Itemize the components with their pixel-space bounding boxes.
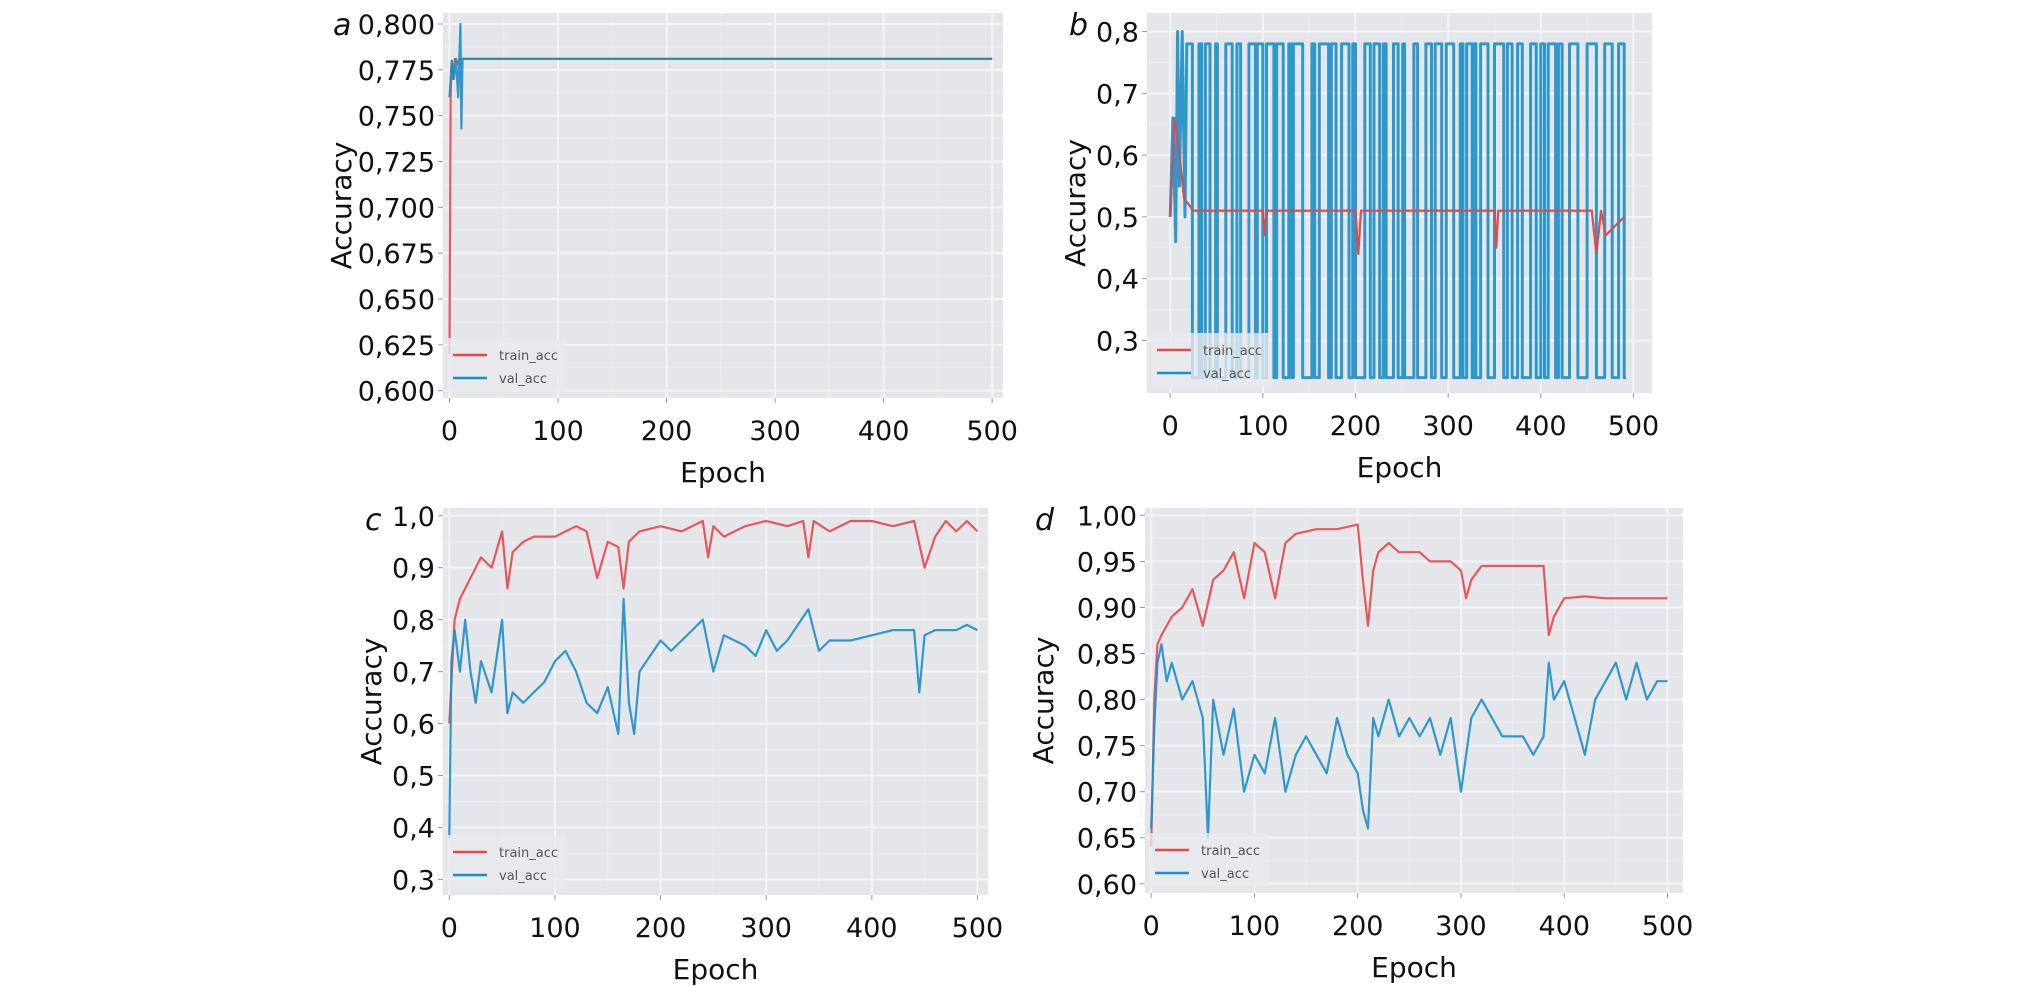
panel-label: b [1069,8,1088,43]
series-line-val_acc [1168,30,1627,380]
y-tick-label: 0,775 [358,56,435,87]
y-tick-label: 0,675 [358,239,435,270]
x-tick-label: 500 [1642,911,1694,942]
y-tick-label: 0,8 [392,606,435,637]
x-tick-label: 200 [641,416,693,447]
y-tick-label: 1,00 [1077,501,1137,532]
legend-box [1151,333,1271,387]
x-axis-label: Epoch [1357,451,1443,484]
plot-background [443,13,1003,398]
x-tick-label: 100 [1237,411,1289,442]
y-tick-label: 0,90 [1077,593,1137,624]
x-tick-label: 400 [1515,411,1567,442]
x-axis-label: Epoch [680,456,766,489]
legend: train_acc val_acc [1149,833,1269,887]
y-tick-label: 0,3 [1096,326,1139,357]
y-tick-label: 0,6 [392,710,435,741]
y-axis-label: Accuracy [1027,637,1060,765]
plot-background [443,508,988,895]
x-tick-label: 200 [635,913,687,944]
y-tick-label: 0,7 [1096,79,1139,110]
chart-panel-a: 0 100 200 300 400 500 0,600 0,625 0,650 0,675 0,70… [325,8,1018,489]
y-axis-label: Accuracy [1059,139,1092,267]
series-line-val_acc [1150,643,1668,839]
x-tick-label: 500 [1608,411,1660,442]
y-tick-label: 0,6 [1096,141,1139,172]
chart-panel-c: 0 100 200 300 400 500 0,3 0,4 0,5 0,6 0,7 0,8 0,9 1,0… [355,502,1003,986]
series-line-val_acc [448,22,993,130]
chart-panel-d: 0 100 200 300 400 500 0,60 0,65 0,70 0,75 0,80 0,85… [1027,501,1693,984]
x-tick-label: 400 [858,416,910,447]
x-tick-label: 0 [441,913,458,944]
y-tick-label: 0,80 [1077,686,1137,717]
x-tick-label: 300 [749,416,801,447]
y-tick-label: 0,4 [1096,265,1139,296]
y-axis-label: Accuracy [355,638,388,766]
x-tick-label: 100 [529,913,581,944]
legend-label: train_acc [499,846,558,861]
y-tick-label: 0,625 [358,331,435,362]
y-tick-label: 0,5 [1096,203,1139,234]
y-tick-label: 0,9 [392,554,435,585]
legend-label: val_acc [1201,867,1249,882]
y-tick-label: 0,800 [358,10,435,41]
series-line-val_acc [448,597,978,838]
y-tick-label: 0,60 [1077,870,1137,901]
series-line-train_acc [448,519,979,724]
panel-label: a [333,8,351,43]
x-axis-label: Epoch [673,953,759,986]
y-tick-label: 0,750 [358,102,435,133]
panel-label: c [365,503,382,538]
series-line-train_acc-overlay [1169,117,1625,255]
x-tick-label: 500 [952,913,1004,944]
x-tick-label: 300 [1435,911,1487,942]
y-tick-label: 0,7 [392,658,435,689]
x-tick-label: 300 [1422,411,1474,442]
series-line-train_acc [1150,523,1668,847]
x-tick-label: 0 [441,416,458,447]
x-tick-label: 200 [1332,911,1384,942]
legend-label: val_acc [1203,367,1251,382]
legend-label: train_acc [499,349,558,364]
legend: train_acc val_acc [447,835,567,889]
x-tick-label: 400 [1538,911,1590,942]
legend-label: val_acc [499,869,547,884]
y-tick-label: 0,725 [358,148,435,179]
y-tick-label: 0,5 [392,762,435,793]
x-tick-label: 0 [1143,911,1160,942]
x-tick-label: 300 [740,913,792,944]
y-tick-label: 0,95 [1077,547,1137,578]
legend-box [447,835,567,889]
x-tick-label: 200 [1330,411,1382,442]
y-tick-label: 0,4 [392,813,435,844]
y-tick-label: 1,0 [392,502,435,533]
x-tick-label: 400 [846,913,898,944]
legend-box [1149,833,1269,887]
legend-label: val_acc [499,372,547,387]
x-tick-label: 100 [532,416,584,447]
x-tick-label: 100 [1229,911,1281,942]
y-tick-label: 0,65 [1077,824,1137,855]
y-tick-label: 0,650 [358,285,435,316]
legend: train_acc val_acc [1151,333,1271,387]
x-axis-label: Epoch [1371,951,1457,984]
y-tick-label: 0,85 [1077,640,1137,671]
legend-label: train_acc [1201,844,1260,859]
chart-panel-b: 0 100 200 300 400 500 0,3 0,4 0,5 0,6 0,7 0,8 Epoch A… [1059,8,1659,484]
y-tick-label: 0,70 [1077,778,1137,809]
x-tick-label: 0 [1162,411,1179,442]
legend: train_acc val_acc [447,338,567,392]
y-tick-label: 0,3 [392,865,435,896]
legend-box [447,338,567,392]
legend-label: train_acc [1203,344,1262,359]
y-tick-label: 0,600 [358,377,435,408]
y-tick-label: 0,8 [1096,18,1139,49]
panel-label: d [1035,503,1055,538]
y-tick-label: 0,700 [358,193,435,224]
y-tick-label: 0,75 [1077,732,1137,763]
x-tick-label: 500 [966,416,1018,447]
y-axis-label: Accuracy [325,142,358,270]
